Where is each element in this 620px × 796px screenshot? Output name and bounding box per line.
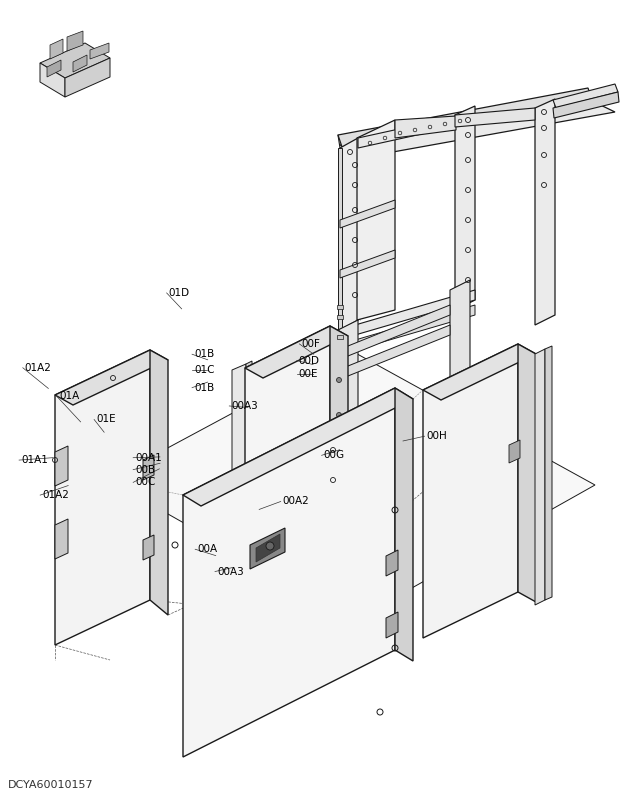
Text: 01A1: 01A1 — [21, 455, 48, 465]
Polygon shape — [340, 250, 395, 278]
Text: 00A1: 00A1 — [135, 453, 162, 462]
Text: 01A2: 01A2 — [25, 363, 51, 373]
Circle shape — [337, 412, 342, 417]
Bar — [337, 305, 343, 309]
Polygon shape — [338, 305, 475, 355]
Polygon shape — [50, 39, 63, 59]
Polygon shape — [47, 60, 61, 77]
Text: 00A2: 00A2 — [283, 497, 309, 506]
Polygon shape — [340, 200, 395, 228]
Polygon shape — [90, 43, 109, 59]
Polygon shape — [423, 344, 518, 638]
Polygon shape — [455, 106, 475, 310]
Polygon shape — [338, 305, 450, 360]
Polygon shape — [338, 325, 450, 380]
Text: 01C: 01C — [194, 365, 215, 375]
Polygon shape — [245, 326, 330, 610]
Polygon shape — [150, 350, 168, 615]
Text: 01B: 01B — [194, 349, 215, 359]
Polygon shape — [183, 388, 413, 506]
Polygon shape — [245, 326, 348, 378]
Polygon shape — [455, 108, 535, 127]
Polygon shape — [65, 58, 110, 97]
Polygon shape — [55, 350, 168, 405]
Polygon shape — [450, 280, 470, 425]
Polygon shape — [535, 99, 555, 325]
Polygon shape — [183, 388, 395, 757]
Circle shape — [337, 557, 342, 563]
Polygon shape — [386, 612, 398, 638]
Polygon shape — [232, 364, 246, 586]
Text: 00D: 00D — [299, 356, 320, 365]
Polygon shape — [55, 446, 68, 486]
Polygon shape — [340, 138, 358, 330]
Polygon shape — [535, 349, 545, 605]
Text: 01A: 01A — [59, 392, 79, 401]
Polygon shape — [553, 84, 618, 108]
Polygon shape — [338, 88, 592, 147]
Polygon shape — [143, 535, 154, 560]
Text: 00F: 00F — [301, 339, 320, 349]
Circle shape — [337, 450, 342, 455]
Polygon shape — [518, 344, 536, 602]
Text: 00E: 00E — [299, 369, 318, 379]
Polygon shape — [509, 440, 520, 463]
Polygon shape — [40, 63, 65, 97]
Polygon shape — [250, 528, 285, 569]
Text: 00A3: 00A3 — [231, 401, 258, 411]
Text: 01D: 01D — [169, 288, 190, 298]
Polygon shape — [338, 148, 342, 332]
Bar — [337, 315, 343, 319]
Polygon shape — [395, 116, 456, 138]
Text: 00H: 00H — [427, 431, 447, 441]
Circle shape — [337, 522, 342, 528]
Text: 00A3: 00A3 — [217, 567, 244, 576]
Text: 00C: 00C — [135, 478, 156, 487]
Text: 00A: 00A — [197, 544, 217, 554]
Polygon shape — [340, 100, 615, 157]
Text: 00G: 00G — [324, 451, 345, 460]
Bar — [337, 335, 343, 339]
Polygon shape — [143, 455, 154, 480]
Polygon shape — [338, 290, 475, 340]
Polygon shape — [395, 388, 413, 661]
Polygon shape — [108, 350, 595, 620]
Polygon shape — [40, 43, 110, 78]
Polygon shape — [330, 326, 348, 580]
Text: 01E: 01E — [96, 415, 116, 424]
Polygon shape — [256, 534, 280, 562]
Circle shape — [337, 377, 342, 383]
Circle shape — [337, 486, 342, 490]
Polygon shape — [545, 346, 552, 600]
Polygon shape — [338, 320, 358, 460]
Text: 01B: 01B — [194, 383, 215, 392]
Polygon shape — [55, 519, 68, 559]
Polygon shape — [55, 350, 150, 645]
Polygon shape — [73, 55, 87, 72]
Polygon shape — [423, 344, 536, 400]
Text: 00B: 00B — [135, 465, 155, 474]
Text: DCYA60010157: DCYA60010157 — [8, 780, 94, 790]
Polygon shape — [67, 31, 83, 51]
Circle shape — [266, 542, 274, 550]
Text: 01A2: 01A2 — [42, 490, 69, 500]
Polygon shape — [386, 550, 398, 576]
Polygon shape — [358, 116, 458, 148]
Polygon shape — [357, 120, 395, 320]
Polygon shape — [246, 361, 252, 580]
Polygon shape — [553, 92, 619, 118]
